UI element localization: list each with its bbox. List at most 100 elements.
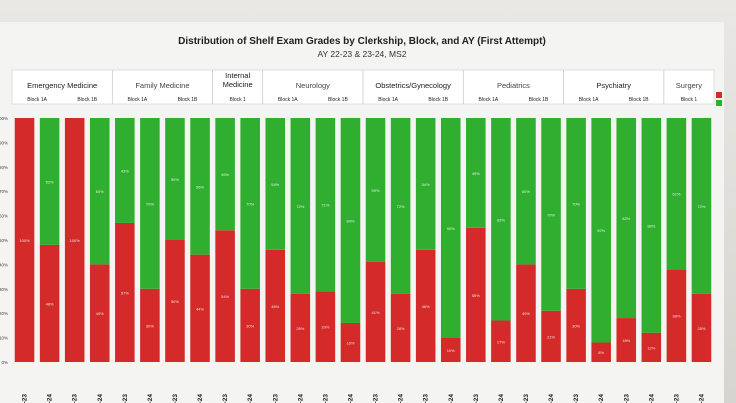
bar-segment-green xyxy=(365,118,386,262)
data-label: 54% xyxy=(422,182,430,187)
block-label: Block 1B xyxy=(428,97,448,103)
bar-segment-red xyxy=(64,118,85,362)
bar-segment-green xyxy=(240,118,260,289)
data-label: 70% xyxy=(572,201,580,206)
x-tick-label: 23-24 xyxy=(347,394,354,403)
x-tick-label: 23-24 xyxy=(498,394,505,403)
bar-segment-green xyxy=(265,118,286,250)
bar-segment-red xyxy=(491,320,511,362)
x-tick-label: 22-23 xyxy=(172,394,179,403)
bar-segment-red xyxy=(390,293,411,362)
bar-segment-green xyxy=(340,118,361,323)
data-label: 30% xyxy=(246,323,254,328)
bar-segment-red xyxy=(140,288,160,362)
y-tick-label: 100% xyxy=(0,116,8,121)
data-label: 21% xyxy=(547,334,555,339)
legend-swatch-red xyxy=(716,92,722,98)
data-label: 30% xyxy=(146,323,154,328)
bar-segment-red xyxy=(641,332,662,362)
data-label: 70% xyxy=(146,201,154,206)
x-tick-label: 23-24 xyxy=(247,394,254,403)
data-label: 38% xyxy=(672,314,680,319)
data-label: 57% xyxy=(121,290,129,295)
bar-segment-green xyxy=(190,118,210,255)
bar-segment-red xyxy=(591,342,611,362)
block-label: Block 1B xyxy=(328,97,348,103)
bar-segment-green xyxy=(290,118,311,294)
data-label: 50% xyxy=(171,177,179,182)
block-label: Block 1B xyxy=(529,97,549,103)
y-tick-label: 40% xyxy=(0,262,8,267)
x-tick-label: 23-24 xyxy=(548,394,555,403)
block-label: Block 1A xyxy=(27,97,47,103)
bar-segment-red xyxy=(440,337,461,362)
data-label: 60% xyxy=(522,189,530,194)
x-tick-label: 22-23 xyxy=(122,394,129,403)
data-label: 43% xyxy=(121,168,129,173)
data-label: 8% xyxy=(598,350,604,355)
x-tick-label: 23-24 xyxy=(97,394,104,403)
x-tick-label: 23-24 xyxy=(648,394,655,403)
block-label: Block 1 xyxy=(681,97,698,103)
chart-title: Distribution of Shelf Exam Grades by Cle… xyxy=(178,36,546,47)
block-label: Block 1A xyxy=(579,97,599,103)
data-label: 30% xyxy=(572,323,580,328)
data-label: 71% xyxy=(321,203,329,208)
bar-segment-red xyxy=(691,293,712,362)
data-label: 56% xyxy=(196,184,204,189)
bar-segment-green xyxy=(466,118,486,228)
y-tick-label: 0% xyxy=(1,360,8,365)
y-tick-label: 30% xyxy=(0,287,8,292)
clerkship-label: Psychiatry xyxy=(596,81,631,90)
bar-segment-green xyxy=(541,118,561,311)
bar-segment-red xyxy=(115,222,135,362)
x-tick-label: 22-23 xyxy=(272,394,279,403)
data-label: 45% xyxy=(472,171,480,176)
x-tick-label: 23-24 xyxy=(698,394,705,403)
bar-segment-red xyxy=(566,288,586,362)
clerkship-label: Pediatrics xyxy=(497,81,530,90)
x-tick-label: 22-23 xyxy=(673,394,680,403)
x-tick-label: 23-24 xyxy=(448,394,455,403)
legend-swatch-green xyxy=(716,100,722,106)
clerkship-label: Obstetrics/Gynecology xyxy=(375,81,451,90)
data-label: 62% xyxy=(672,192,680,197)
x-tick-label: 22-23 xyxy=(473,394,480,403)
data-label: 28% xyxy=(397,326,405,331)
bar-segment-red xyxy=(240,288,260,362)
data-label: 100% xyxy=(70,238,81,243)
data-label: 40% xyxy=(522,311,530,316)
bar-segment-green xyxy=(616,118,637,319)
bar-segment-red xyxy=(14,118,35,362)
data-label: 41% xyxy=(372,310,380,315)
bar-segment-red xyxy=(215,230,235,362)
data-label: 59% xyxy=(372,188,380,193)
bar-segment-red xyxy=(466,227,486,362)
data-label: 17% xyxy=(497,339,505,344)
data-label: 52% xyxy=(46,179,54,184)
bar-segment-green xyxy=(491,118,511,321)
x-tick-label: 23-24 xyxy=(197,394,204,403)
data-label: 88% xyxy=(647,223,655,228)
bar-segment-green xyxy=(165,118,185,240)
x-tick-label: 22-23 xyxy=(22,394,29,403)
x-tick-label: 23-24 xyxy=(398,394,405,403)
y-tick-label: 90% xyxy=(0,140,8,145)
clerkship-label: Medicine xyxy=(223,80,253,89)
data-label: 16% xyxy=(346,340,354,345)
bar-segment-green xyxy=(591,118,611,343)
bar-segment-green xyxy=(89,118,110,265)
data-label: 70% xyxy=(246,201,254,206)
bar-segment-red xyxy=(315,291,336,362)
bar-segment-green xyxy=(115,118,135,223)
x-tick-label: 22-23 xyxy=(573,394,580,403)
clerkship-label: Internal xyxy=(225,71,250,80)
bar-segment-red xyxy=(365,261,386,362)
bar-segment-green xyxy=(215,118,235,231)
x-tick-label: 23-24 xyxy=(47,394,54,403)
legend-stub xyxy=(716,92,724,108)
block-label: Block 1B xyxy=(77,97,97,103)
chart-subtitle: AY 22-23 & 23-24, MS2 xyxy=(317,49,407,59)
block-label: Block 1B xyxy=(178,97,198,103)
x-tick-label: 22-23 xyxy=(423,394,430,403)
